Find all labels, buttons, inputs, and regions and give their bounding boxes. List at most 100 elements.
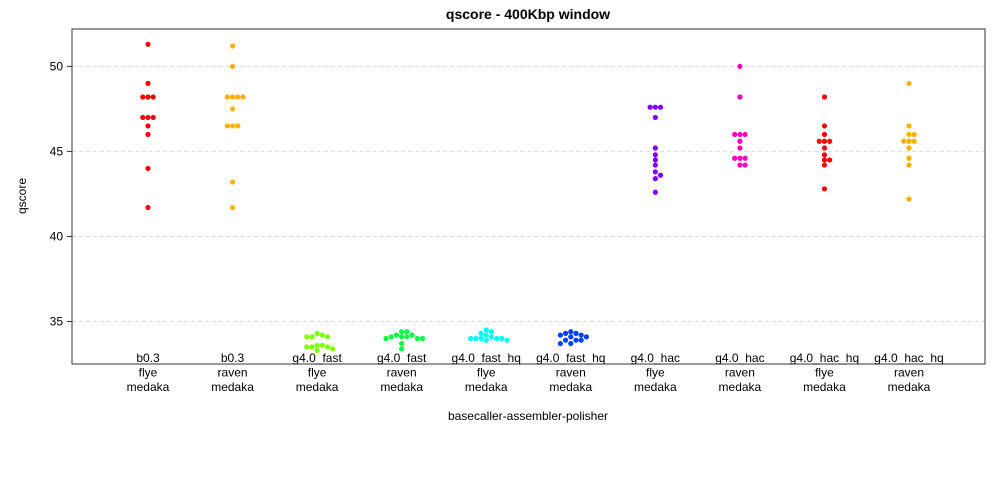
y-axis: 35 40 45 50 xyxy=(50,59,72,328)
data-point xyxy=(557,340,563,347)
data-point xyxy=(821,152,828,158)
data-point xyxy=(150,94,156,100)
x-category-label: g4.0_hac xyxy=(715,351,764,365)
y-tick-label: 50 xyxy=(50,59,64,73)
data-point xyxy=(911,131,917,138)
x-category-label: medaka xyxy=(888,380,931,394)
x-category-label: raven xyxy=(387,366,417,380)
data-point xyxy=(906,80,912,87)
data-point xyxy=(827,138,833,144)
data-point xyxy=(573,330,579,336)
data-point xyxy=(906,138,912,144)
data-point xyxy=(647,104,653,110)
data-point xyxy=(324,344,331,350)
x-category-labels: b0.3flyemedakab0.3ravenmedakag4.0_fastfl… xyxy=(127,351,944,394)
data-point xyxy=(478,330,484,336)
x-category-label: medaka xyxy=(549,380,592,394)
series-6 xyxy=(647,104,664,195)
data-point xyxy=(737,155,743,161)
data-point xyxy=(821,138,828,144)
data-point xyxy=(419,335,426,342)
data-point xyxy=(145,204,151,211)
data-point xyxy=(478,335,484,342)
x-category-label: medaka xyxy=(127,380,170,394)
data-point xyxy=(399,329,405,335)
data-point xyxy=(314,342,320,348)
series-4 xyxy=(468,327,510,343)
x-category-label: b0.3 xyxy=(221,351,245,365)
data-point xyxy=(821,94,828,100)
x-category-label: medaka xyxy=(719,380,762,394)
data-point xyxy=(911,138,917,144)
x-category-label: medaka xyxy=(634,380,677,394)
plot-frame xyxy=(71,28,986,365)
data-point xyxy=(235,123,241,129)
data-point xyxy=(483,337,489,343)
data-point xyxy=(906,123,912,129)
data-point xyxy=(319,342,325,348)
data-point xyxy=(229,179,236,185)
data-point xyxy=(145,114,151,121)
data-point xyxy=(330,346,336,352)
series-2 xyxy=(304,330,336,353)
data-point xyxy=(573,337,579,343)
data-point xyxy=(737,162,743,168)
data-point xyxy=(229,63,236,70)
data-point xyxy=(229,106,236,112)
y-tick-label: 40 xyxy=(50,229,64,243)
x-category-label: g4.0_fast_hq xyxy=(536,351,605,365)
data-point xyxy=(409,332,415,338)
data-point xyxy=(304,344,310,350)
data-point xyxy=(821,145,828,151)
data-point xyxy=(229,43,236,49)
data-point xyxy=(657,172,664,178)
data-point xyxy=(145,123,151,129)
data-point xyxy=(145,80,151,87)
data-point xyxy=(145,165,151,172)
data-point xyxy=(488,329,495,335)
data-point xyxy=(557,332,563,338)
data-point xyxy=(737,131,743,138)
data-point xyxy=(742,162,748,168)
data-point xyxy=(399,334,405,340)
data-point xyxy=(652,157,658,163)
x-category-label: raven xyxy=(556,366,586,380)
data-point xyxy=(906,131,912,138)
x-category-label: flye xyxy=(646,366,665,380)
data-point xyxy=(568,340,574,347)
data-point xyxy=(399,346,405,352)
data-point xyxy=(145,41,151,47)
x-category-label: medaka xyxy=(465,380,508,394)
data-point xyxy=(224,123,230,129)
data-point xyxy=(240,94,246,100)
data-point xyxy=(483,327,489,333)
x-category-label: g4.0_fast_hq xyxy=(452,351,521,365)
data-point xyxy=(504,337,510,343)
data-point xyxy=(901,138,907,144)
x-category-label: raven xyxy=(725,366,755,380)
data-point xyxy=(821,162,828,168)
data-point xyxy=(562,337,569,343)
data-point xyxy=(404,329,410,335)
grid-lines xyxy=(72,65,985,322)
data-point xyxy=(827,157,833,163)
x-category-label: flye xyxy=(139,366,158,380)
data-point xyxy=(488,334,495,340)
series-7 xyxy=(732,63,748,168)
data-point xyxy=(399,340,405,347)
data-point xyxy=(404,334,410,340)
data-point xyxy=(229,94,236,100)
data-point xyxy=(737,145,743,151)
data-point xyxy=(140,114,146,121)
data-point xyxy=(652,104,658,110)
data-point xyxy=(657,104,664,110)
data-point xyxy=(473,335,479,342)
y-axis-label: qscore xyxy=(15,178,29,214)
data-point xyxy=(732,131,738,138)
chart-title: qscore - 400Kbp window xyxy=(446,6,610,22)
data-point xyxy=(145,131,151,138)
x-category-label: medaka xyxy=(296,380,339,394)
x-category-label: g4.0_hac xyxy=(631,351,680,365)
data-point xyxy=(652,162,658,168)
